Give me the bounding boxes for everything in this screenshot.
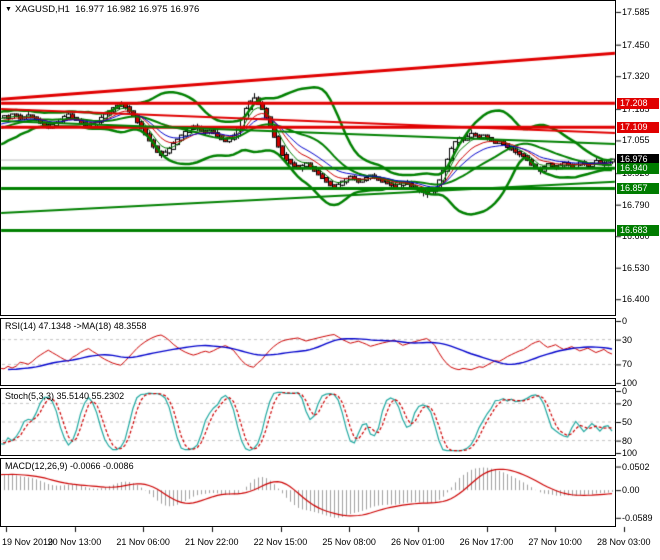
stoch-scale-label: 100 [622,448,638,458]
macd-indicator-label: MACD(12,26,9) -0.0066 -0.0086 [5,461,134,471]
symbol-period-label: XAGUSD,H1 [14,4,70,15]
price-axis-tick: 16.790 [622,199,650,210]
chart-header: ▼ XAGUSD,H1 16.977 16.982 16.975 16.976 [5,4,199,15]
time-axis-label: 19 Nov 2019 [2,537,54,547]
time-axis-label: 26 Nov 01:00 [391,537,445,547]
price-badge: 16.857 [617,182,659,194]
price-badge: 16.940 [617,162,659,174]
price-badge: 17.109 [617,121,659,133]
price-badge: 16.683 [617,225,659,237]
time-axis-label: 21 Nov 06:00 [116,537,170,547]
price-badge: 17.208 [617,97,659,109]
macd-scale-label: 0.00 [622,485,640,496]
time-axis-label: 28 Nov 03:00 [597,537,651,547]
macd-scale-label: -0.0589 [622,512,653,523]
ohlc-quote-label: 16.977 16.982 16.975 16.976 [75,4,200,15]
macd-scale-label: 0.0502 [622,461,650,472]
stoch-scale-label: 20 [622,398,633,409]
price-axis-tick: 17.450 [622,39,650,50]
price-axis-tick: 16.530 [622,262,650,273]
stoch-indicator-label: Stoch(5,3,3) 35.5140 55.2302 [5,391,125,401]
price-axis-tick: 17.185 [622,103,650,114]
rsi-scale-label: 30 [622,334,633,345]
stoch-scale-label: 50 [622,417,633,427]
stoch-scale-label: 0 [622,386,628,396]
time-axis-label: 27 Nov 10:00 [528,537,582,547]
rsi-scale-label: 100 [622,378,638,388]
time-axis-label: 20 Nov 13:00 [47,537,102,547]
time-axis-label: 22 Nov 15:00 [253,537,308,547]
stoch-scale-label: 80 [622,435,633,446]
time-axis-label: 26 Nov 17:00 [459,537,514,547]
quick-trade-dropdown-icon[interactable]: ▼ [5,6,12,13]
price-axis-tick: 16.400 [622,294,650,305]
rsi-indicator-label: RSI(14) 47.1348 ->MA(18) 48.3558 [5,321,147,331]
price-badge: 16.976 [617,154,659,166]
price-axis-tick: 16.660 [622,231,650,242]
price-axis-tick: 17.320 [622,71,650,82]
time-axis-label: 25 Nov 08:00 [322,537,376,547]
price-axis-tick: 17.055 [622,135,650,146]
rsi-scale-label: 0 [622,316,628,326]
time-axis-label: 21 Nov 22:00 [185,537,239,547]
rsi-scale-label: 70 [622,359,633,370]
price-axis-tick: 17.585 [622,6,650,17]
